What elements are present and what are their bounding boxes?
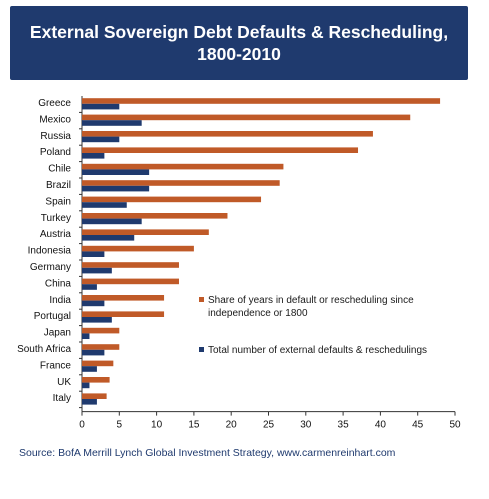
- chart-title-banner: External Sovereign Debt Defaults & Resch…: [10, 6, 468, 80]
- legend-label-share: independence or 1800: [208, 308, 308, 319]
- bar-share-of-years: [82, 131, 373, 137]
- bar-total-defaults: [82, 251, 105, 257]
- chart-title-line-1: External Sovereign Debt Defaults & Resch…: [29, 22, 449, 42]
- x-tick-label: 5: [117, 420, 123, 431]
- category-label: Indonesia: [28, 246, 72, 257]
- x-tick-label: 20: [226, 420, 238, 431]
- category-label: Turkey: [41, 213, 71, 224]
- category-label: Austria: [40, 229, 72, 240]
- legend-label-count: Total number of external defaults & resc…: [208, 345, 427, 356]
- category-label: Brazil: [46, 180, 71, 191]
- x-tick-label: 0: [79, 420, 85, 431]
- bar-share-of-years: [82, 114, 411, 121]
- bar-total-defaults: [82, 185, 150, 192]
- bar-share-of-years: [82, 344, 120, 350]
- category-label: Spain: [45, 196, 71, 207]
- bar-share-of-years: [82, 295, 165, 301]
- category-label: Chile: [48, 164, 71, 175]
- bar-share-of-years: [82, 180, 280, 186]
- category-label: Italy: [53, 393, 71, 404]
- bar-share-of-years: [82, 393, 107, 399]
- bar-share-of-years: [82, 262, 179, 268]
- category-label: Germany: [30, 262, 71, 273]
- bar-share-of-years: [82, 163, 284, 170]
- x-tick-label: 50: [449, 420, 461, 431]
- bar-share-of-years: [82, 196, 262, 203]
- legend-marker-count: [199, 347, 204, 352]
- bar-total-defaults: [82, 317, 112, 323]
- bar-total-defaults: [82, 267, 112, 274]
- category-label: Portugal: [34, 311, 71, 322]
- bar-share-of-years: [82, 278, 179, 285]
- bar-total-defaults: [82, 218, 142, 225]
- category-label: Japan: [44, 328, 71, 339]
- category-label: Greece: [38, 98, 71, 109]
- bar-share-of-years: [82, 245, 194, 252]
- x-tick-label: 45: [412, 420, 424, 431]
- category-label: Russia: [40, 131, 71, 142]
- category-label: China: [45, 278, 72, 289]
- bar-total-defaults: [82, 136, 120, 143]
- x-tick-label: 40: [375, 420, 387, 431]
- category-label: UK: [57, 377, 71, 388]
- bar-total-defaults: [82, 235, 135, 241]
- x-tick-label: 30: [300, 420, 312, 431]
- bar-share-of-years: [82, 327, 120, 334]
- category-label: South Africa: [17, 344, 71, 355]
- bar-share-of-years: [82, 213, 228, 219]
- category-label: Mexico: [39, 114, 71, 125]
- bar-total-defaults: [82, 300, 105, 307]
- x-tick-label: 35: [338, 420, 350, 431]
- category-label: India: [49, 295, 71, 306]
- x-tick-label: 25: [263, 420, 275, 431]
- bar-total-defaults: [82, 169, 150, 175]
- legend-marker-share: [199, 297, 204, 302]
- bar-share-of-years: [82, 98, 441, 104]
- bar-total-defaults: [82, 399, 97, 405]
- bar-total-defaults: [82, 382, 90, 389]
- source-note: Source: BofA Merrill Lynch Global Invest…: [19, 447, 396, 459]
- x-tick-label: 10: [151, 420, 163, 431]
- category-label: Poland: [40, 147, 71, 158]
- bar-share-of-years: [82, 229, 209, 235]
- bar-total-defaults: [82, 366, 97, 372]
- legend-label-share: Share of years in default or reschedulin…: [208, 295, 414, 306]
- bar-share-of-years: [82, 147, 359, 153]
- bar-share-of-years: [82, 311, 165, 317]
- bar-total-defaults: [82, 333, 90, 339]
- bar-total-defaults: [82, 120, 142, 126]
- bar-total-defaults: [82, 284, 97, 290]
- bar-total-defaults: [82, 202, 127, 208]
- bar-share-of-years: [82, 360, 114, 367]
- category-label: France: [40, 360, 72, 371]
- bar-share-of-years: [82, 377, 110, 383]
- chart-title-line-2: 1800-2010: [197, 44, 281, 64]
- bar-total-defaults: [82, 103, 120, 110]
- bar-total-defaults: [82, 153, 105, 159]
- bar-total-defaults: [82, 349, 105, 356]
- x-tick-label: 15: [188, 420, 200, 431]
